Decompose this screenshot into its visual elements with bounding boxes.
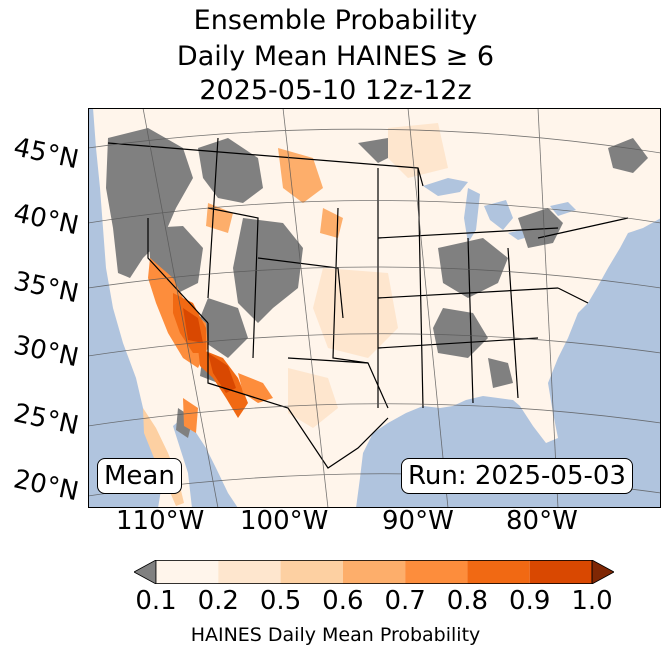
colorbar-tick: 1.0 [571, 586, 613, 616]
colorbar-bin [280, 560, 343, 584]
colorbar-tick: 0.8 [446, 586, 489, 616]
colorbar-label: HAINES Daily Mean Probability [190, 624, 481, 646]
colorbar-bin [529, 560, 592, 584]
lat-label-20: 20°N [10, 464, 82, 508]
colorbar-bin [467, 560, 530, 584]
mid-probability [288, 123, 448, 428]
title-line-3: 2025-05-10 12z-12z [199, 75, 472, 106]
lon-label-110: 110°W [116, 506, 205, 536]
mean-label: Mean [97, 458, 182, 494]
colorbar-bin [218, 560, 281, 584]
colorbar-bin [405, 560, 468, 584]
lat-label-30: 30°N [10, 330, 82, 374]
lat-label-40: 40°N [10, 198, 82, 242]
lon-label-90: 90°W [382, 506, 454, 536]
colorbar-tick: 0.2 [197, 586, 239, 616]
colorbar-tick: 0.7 [384, 586, 426, 616]
colorbar-tick: 0.5 [259, 586, 302, 616]
colorbar-tick: 0.9 [509, 586, 551, 616]
colorbar-bin [342, 560, 406, 584]
probability-map [88, 108, 661, 508]
title-line-2: Daily Mean HAINES ≥ 6 [176, 41, 495, 72]
colorbar [134, 560, 614, 584]
colorbar-tick: 0.6 [322, 586, 364, 616]
title-line-1: Ensemble Probability [193, 5, 478, 36]
lon-label-80: 80°W [506, 506, 578, 536]
colorbar-under-arrow [134, 560, 157, 584]
run-label: Run: 2025-05-03 [401, 458, 633, 494]
lat-label-45: 45°N [10, 132, 82, 176]
colorbar-bin [156, 560, 219, 584]
lon-label-100: 100°W [240, 506, 329, 536]
borders [107, 137, 629, 469]
lat-label-25: 25°N [10, 398, 82, 442]
lat-label-35: 35°N [10, 266, 82, 310]
colorbar-over-arrow [591, 560, 614, 584]
colorbar-tick: 0.1 [135, 586, 177, 616]
